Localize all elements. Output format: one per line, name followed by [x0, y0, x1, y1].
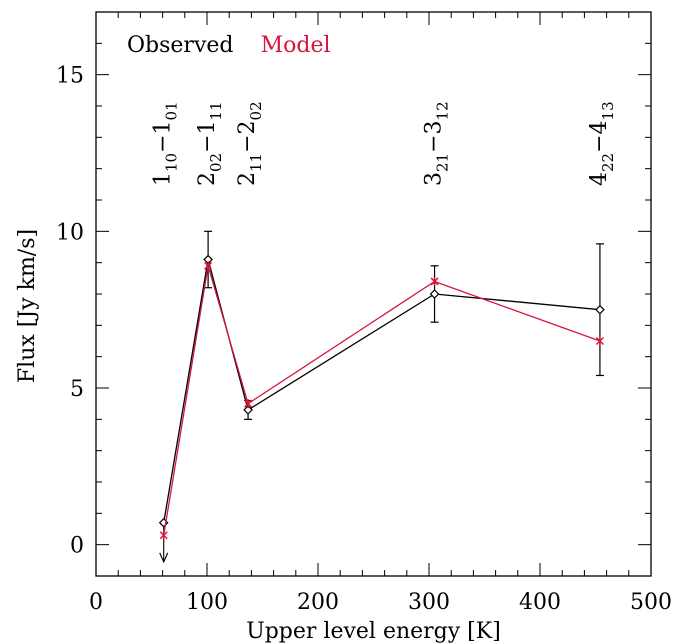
legend-model: Model [261, 33, 331, 58]
transition-label: 110−101 [151, 101, 181, 186]
data-point [244, 399, 253, 409]
y-tick-label: 15 [56, 64, 84, 89]
data-point [595, 304, 605, 315]
series-line [163, 265, 601, 536]
data-point [159, 530, 168, 540]
x-axis: 0 100 200 300 400 500 [89, 12, 672, 615]
legend-observed: Observed [127, 33, 233, 58]
transition-label: 211−202 [235, 101, 265, 186]
plot-border [95, 11, 652, 577]
x-tick-label: 100 [186, 590, 228, 615]
plot-frame [95, 11, 652, 577]
x-axis-label: Upper level energy [K] [246, 619, 501, 644]
upper-limit-arrowhead [159, 552, 169, 564]
y-tick-label: 0 [70, 534, 84, 559]
x-tick-label: 200 [297, 590, 339, 615]
data-point [595, 336, 604, 346]
x-tick-label: 400 [519, 590, 561, 615]
series-layer [158, 230, 605, 564]
series-observed [158, 230, 605, 564]
series-line [163, 259, 601, 523]
x-tick-label: 500 [630, 590, 672, 615]
transition-label: 321−312 [422, 101, 452, 186]
data-point [429, 289, 440, 299]
transition-labels: 110−101 202−111 211−202 321−312 422−413 [151, 101, 617, 186]
transition-label: 202−111 [195, 101, 225, 186]
legend: Observed Model [127, 33, 331, 58]
transition-label: 422−413 [587, 101, 617, 186]
data-point [243, 405, 253, 415]
x-tick-label: 0 [89, 590, 103, 615]
data-point [430, 276, 439, 286]
x-tick-label: 300 [408, 590, 450, 615]
y-axis-label: Flux [Jy km/s] [15, 229, 40, 383]
y-tick-label: 5 [70, 377, 84, 402]
series-model [159, 261, 604, 540]
y-axis: 0 5 10 15 [56, 11, 651, 577]
y-tick-label: 10 [56, 220, 84, 245]
data-point [204, 261, 213, 271]
